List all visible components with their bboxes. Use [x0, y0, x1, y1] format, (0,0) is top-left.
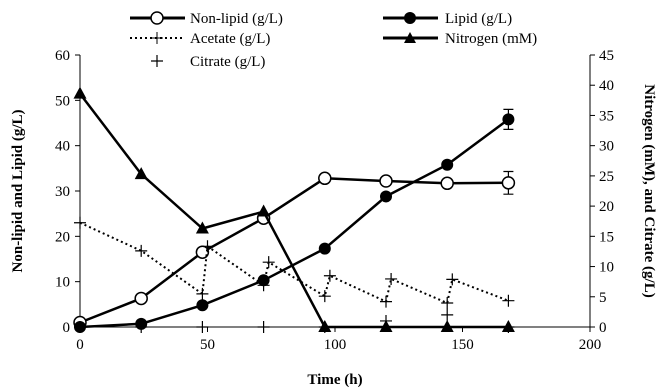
legend-label-non-lipid: Non-lipid (g/L) — [190, 11, 283, 27]
data-point — [134, 167, 148, 180]
series-line-lipid-g-l — [79, 118, 510, 329]
x-tick-label: 200 — [579, 337, 602, 353]
data-point — [262, 256, 275, 269]
data-point — [195, 245, 210, 259]
data-point — [257, 321, 270, 333]
legend-label-nitrogen: Nitrogen (mM) — [445, 31, 537, 47]
legend-item-non-lipid: Non-lipid (g/L) — [130, 11, 283, 27]
data-point — [195, 221, 209, 234]
series-acetate-g-l — [74, 216, 515, 309]
data-point — [257, 279, 270, 292]
data-point — [501, 176, 516, 190]
right-y-tick-label: 40 — [599, 78, 614, 94]
data-point — [196, 287, 209, 300]
data-point — [441, 296, 454, 309]
right-y-tick-label: 30 — [599, 139, 614, 155]
right-y-tick-label: 25 — [599, 169, 614, 185]
legend: Non-lipid (g/L) Lipid (g/L) Acetate (g/L… — [130, 11, 537, 70]
data-point — [257, 204, 271, 217]
legend-item-acetate: Acetate (g/L) — [130, 31, 270, 47]
right-y-tick-label: 35 — [599, 108, 614, 124]
left-y-tick-label: 40 — [55, 139, 70, 155]
left-y-axis-title: Non-lipid and Lipid (g/L) — [10, 110, 26, 273]
right-y-tick-label: 15 — [599, 229, 614, 245]
right-y-tick-label: 45 — [599, 48, 614, 64]
series-line-non-lipid-g-l — [79, 177, 509, 324]
right-y-tick-label: 10 — [599, 260, 614, 276]
right-y-axis-title: Nitrogen (mM), and Citrate (g/L) — [641, 84, 657, 297]
x-tick-label: 0 — [76, 337, 84, 353]
data-point — [323, 269, 336, 282]
data-point — [196, 321, 209, 333]
data-point — [379, 174, 393, 188]
data-point — [135, 244, 148, 257]
data-point — [318, 321, 331, 333]
data-point — [135, 321, 148, 333]
series-line-acetate-g-l — [79, 221, 509, 304]
data-point — [440, 320, 454, 332]
data-point — [73, 86, 87, 99]
data-point — [502, 294, 515, 307]
data-point — [380, 314, 392, 327]
data-point — [380, 190, 392, 203]
ticks: 0 50 100 150 2000102030405060051015202530354… — [55, 48, 614, 353]
data-point — [196, 299, 209, 312]
data-point — [318, 242, 331, 255]
x-tick-label: 100 — [324, 337, 347, 353]
data-point — [74, 216, 86, 229]
right-y-tick-label: 0 — [599, 320, 607, 336]
legend-item-nitrogen: Nitrogen (mM) — [383, 31, 537, 47]
data-point — [385, 272, 398, 285]
right-y-tick-label: 20 — [599, 199, 614, 215]
data-point — [446, 273, 459, 286]
left-y-tick-label: 10 — [55, 275, 70, 291]
data-point — [502, 321, 515, 333]
data-point — [318, 290, 331, 303]
right-y-tick-label: 5 — [599, 290, 607, 306]
legend-item-lipid: Lipid (g/L) — [383, 11, 512, 27]
x-axis-title: Time (h) — [307, 372, 362, 388]
data-point — [440, 176, 454, 191]
series-line-nitrogen-mm — [79, 92, 509, 329]
data-point — [380, 295, 392, 308]
data-point — [318, 171, 332, 186]
data-point — [74, 321, 86, 333]
left-y-tick-label: 0 — [63, 320, 71, 336]
legend-label-citrate: Citrate (g/L) — [190, 54, 265, 70]
data-point — [441, 308, 454, 321]
legend-label-lipid: Lipid (g/L) — [445, 11, 512, 27]
data-point — [134, 291, 148, 306]
data-point — [441, 158, 454, 171]
data-point — [201, 240, 214, 253]
x-tick-label: 150 — [451, 337, 474, 353]
left-y-tick-label: 20 — [55, 229, 70, 245]
series-citrate-g-l — [74, 308, 515, 333]
legend-item-citrate: Citrate (g/L) — [151, 54, 265, 70]
series-layer — [73, 86, 516, 333]
x-tick-label: 50 — [200, 337, 215, 353]
legend-label-acetate: Acetate (g/L) — [190, 31, 270, 47]
left-y-tick-label: 30 — [55, 184, 70, 200]
data-point — [502, 113, 515, 126]
left-y-tick-label: 60 — [55, 48, 70, 64]
left-y-tick-label: 50 — [55, 93, 70, 109]
